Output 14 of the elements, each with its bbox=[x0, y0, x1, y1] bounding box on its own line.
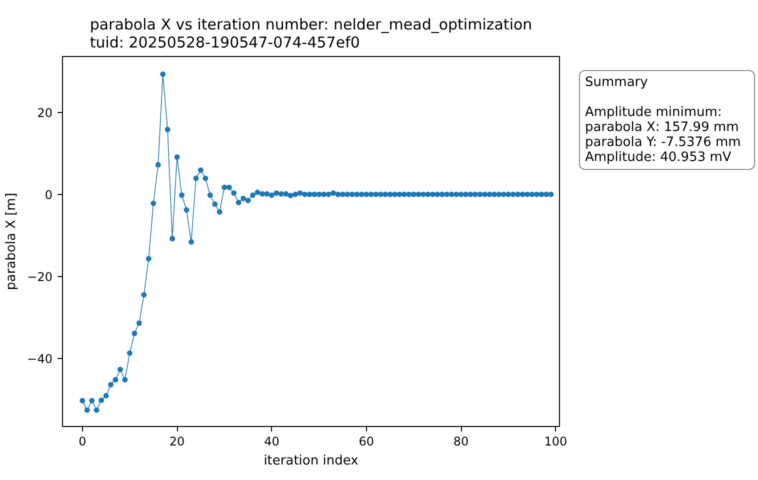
x-tick-label: 40 bbox=[264, 434, 280, 448]
y-tick-label: 0 bbox=[44, 188, 53, 202]
y-axis-title: parabola X [m] bbox=[4, 192, 20, 290]
x-tick-label: 100 bbox=[544, 434, 568, 448]
x-axis-title: iteration index bbox=[264, 454, 359, 468]
y-tick-label: −20 bbox=[27, 270, 53, 284]
text: Summary Amplitude minimum: parabola X: 157.99 mm parabola Y: -7.5376 mm Amplitude: 40.953 mV bbox=[585, 75, 741, 165]
x-tick-label: 20 bbox=[169, 434, 185, 448]
x-tick-label: 0 bbox=[78, 434, 86, 448]
y-tick-label: −40 bbox=[27, 352, 53, 366]
y-tick-label: 20 bbox=[37, 106, 53, 120]
chart-title: parabola X vs iteration number: nelder_mead_optimization tuid: 20250528-190547-074-457ef0 bbox=[90, 16, 532, 52]
x-tick-label: 80 bbox=[453, 434, 469, 448]
x-tick-label: 60 bbox=[358, 434, 374, 448]
